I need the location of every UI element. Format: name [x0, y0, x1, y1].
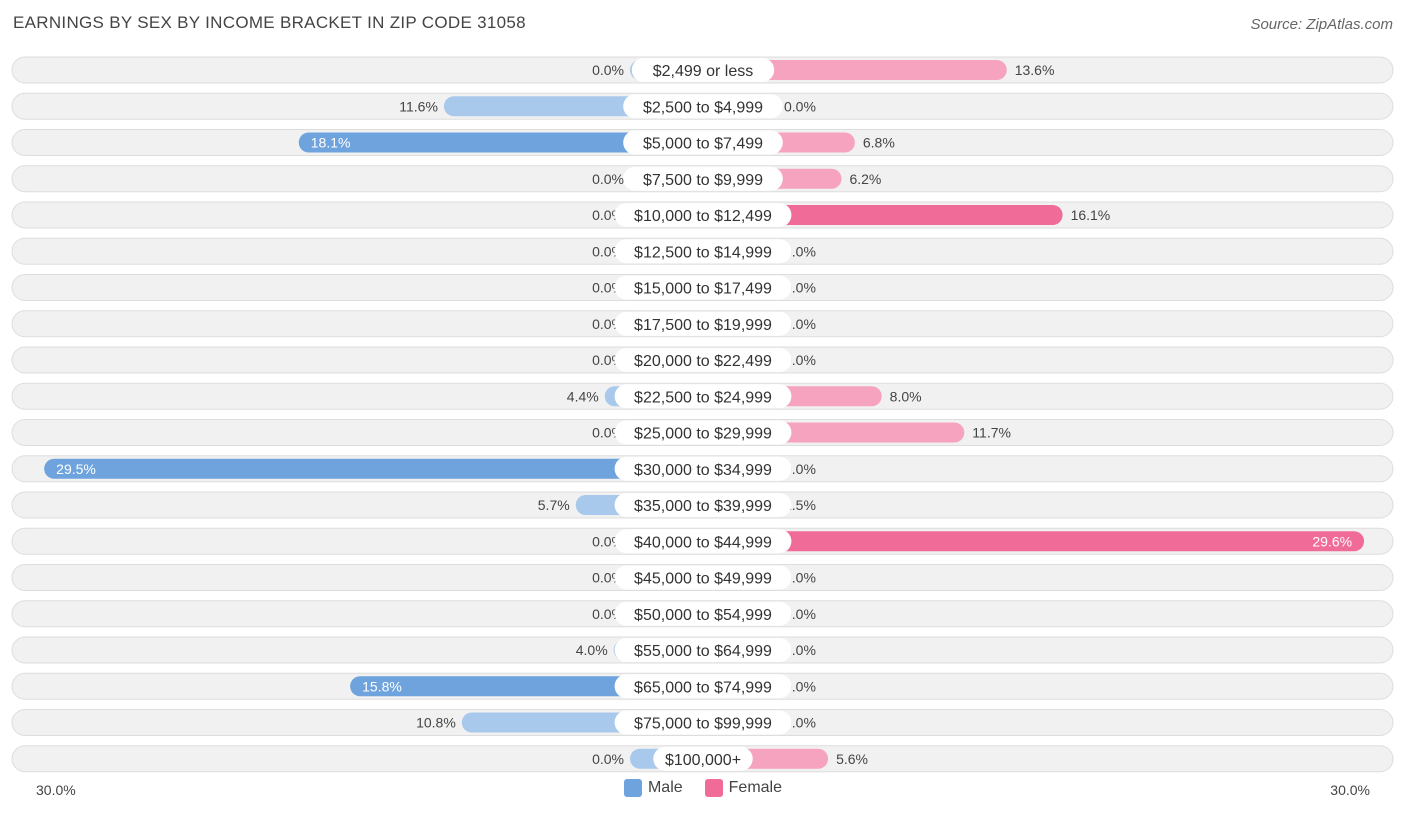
- axis-label-right: 30.0%: [1330, 782, 1370, 798]
- category-pill: [653, 746, 753, 771]
- data-label-female: 16.1%: [1071, 207, 1111, 223]
- category-pill: [614, 384, 792, 409]
- data-label-female: 0.0%: [784, 243, 816, 259]
- category-pill: [614, 275, 792, 300]
- data-label-female: 0.0%: [784, 352, 816, 368]
- category-label: $55,000 to $64,999: [634, 643, 772, 660]
- data-label-male: 4.0%: [576, 642, 608, 658]
- source-credit: Source: ZipAtlas.com: [1250, 16, 1393, 33]
- category-label: $20,000 to $22,499: [634, 353, 772, 370]
- category-label: $22,500 to $24,999: [634, 389, 772, 406]
- bar-male: [350, 676, 703, 697]
- data-label-female: 0.0%: [784, 461, 816, 477]
- category-pill: [614, 239, 792, 264]
- axis-label-left: 30.0%: [36, 782, 76, 798]
- category-label: $10,000 to $12,499: [634, 208, 772, 225]
- legend-swatch-female: [704, 779, 723, 797]
- category-pill: [623, 94, 783, 119]
- legend-label-male: Male: [647, 779, 683, 796]
- category-pill: [614, 420, 792, 445]
- category-label: $7,500 to $9,999: [643, 172, 763, 189]
- category-label: $100,000+: [665, 752, 741, 769]
- category-label: $25,000 to $29,999: [634, 426, 772, 443]
- data-label-female: 0.0%: [784, 678, 816, 694]
- category-pill: [614, 348, 792, 372]
- category-pill: [631, 58, 775, 82]
- category-label: $17,500 to $19,999: [634, 317, 772, 334]
- category-pill: [614, 203, 792, 227]
- data-label-male: 0.0%: [592, 751, 624, 767]
- category-label: $2,499 or less: [653, 63, 754, 80]
- data-label-male: 10.8%: [416, 715, 456, 731]
- bar-male: [44, 458, 703, 479]
- legend-label-female: Female: [728, 779, 783, 796]
- chart-title: EARNINGS BY SEX BY INCOME BRACKET IN ZIP…: [13, 13, 526, 32]
- category-pill: [614, 710, 792, 735]
- data-label-female: 0.0%: [784, 98, 816, 114]
- data-label-female: 0.0%: [784, 715, 816, 731]
- category-label: $75,000 to $99,999: [634, 716, 772, 733]
- data-label-female: 0.0%: [784, 570, 816, 586]
- category-label: $5,000 to $7,499: [643, 136, 763, 153]
- category-pill: [614, 493, 792, 517]
- category-label: $35,000 to $39,999: [634, 498, 772, 515]
- data-label-female: 2.5%: [784, 497, 816, 513]
- legend-item-female: Female: [704, 779, 783, 797]
- category-pill: [614, 456, 792, 481]
- data-label-female: 11.7%: [972, 425, 1011, 441]
- legend: Male Female: [0, 779, 1406, 797]
- data-label-female: 5.6%: [836, 751, 868, 767]
- data-label-male: 0.0%: [592, 171, 624, 187]
- data-label-female: 6.2%: [849, 171, 881, 187]
- category-label: $15,000 to $17,499: [634, 281, 772, 298]
- legend-swatch-male: [623, 779, 642, 797]
- category-pill: [614, 311, 792, 336]
- data-label-female: 29.6%: [1312, 533, 1352, 549]
- category-pill: [614, 565, 792, 590]
- bar-male: [298, 132, 703, 153]
- bar-female: [703, 531, 1365, 552]
- data-label-male: 0.0%: [592, 62, 624, 78]
- data-label-female: 0.0%: [784, 642, 816, 658]
- category-label: $50,000 to $54,999: [634, 607, 772, 624]
- category-pill: [614, 638, 792, 662]
- category-label: $30,000 to $34,999: [634, 462, 772, 479]
- category-label: $65,000 to $74,999: [634, 679, 772, 696]
- data-label-female: 0.0%: [784, 280, 816, 296]
- data-label-male: 11.6%: [399, 98, 438, 114]
- data-label-male: 15.8%: [362, 678, 402, 694]
- category-pill: [623, 130, 783, 155]
- bar-female: [703, 205, 1063, 225]
- data-label-male: 29.5%: [56, 461, 96, 477]
- category-label: $2,500 to $4,999: [643, 99, 763, 116]
- legend-item-male: Male: [623, 779, 683, 797]
- data-label-male: 5.7%: [538, 497, 570, 513]
- data-label-female: 0.0%: [784, 606, 816, 622]
- data-label-male: 4.4%: [567, 388, 599, 404]
- category-label: $40,000 to $44,999: [634, 534, 772, 551]
- category-pill: [614, 529, 792, 554]
- data-label-male: 18.1%: [311, 135, 351, 151]
- bar-female: [703, 60, 1007, 80]
- data-label-female: 0.0%: [784, 316, 816, 332]
- data-label-female: 13.6%: [1015, 62, 1055, 78]
- category-label: $12,500 to $14,999: [634, 244, 772, 261]
- category-pill: [614, 601, 792, 626]
- category-label: $45,000 to $49,999: [634, 571, 772, 588]
- data-label-female: 6.8%: [863, 135, 895, 151]
- category-pill: [614, 674, 792, 699]
- category-pill: [623, 166, 783, 191]
- data-label-female: 8.0%: [890, 388, 922, 404]
